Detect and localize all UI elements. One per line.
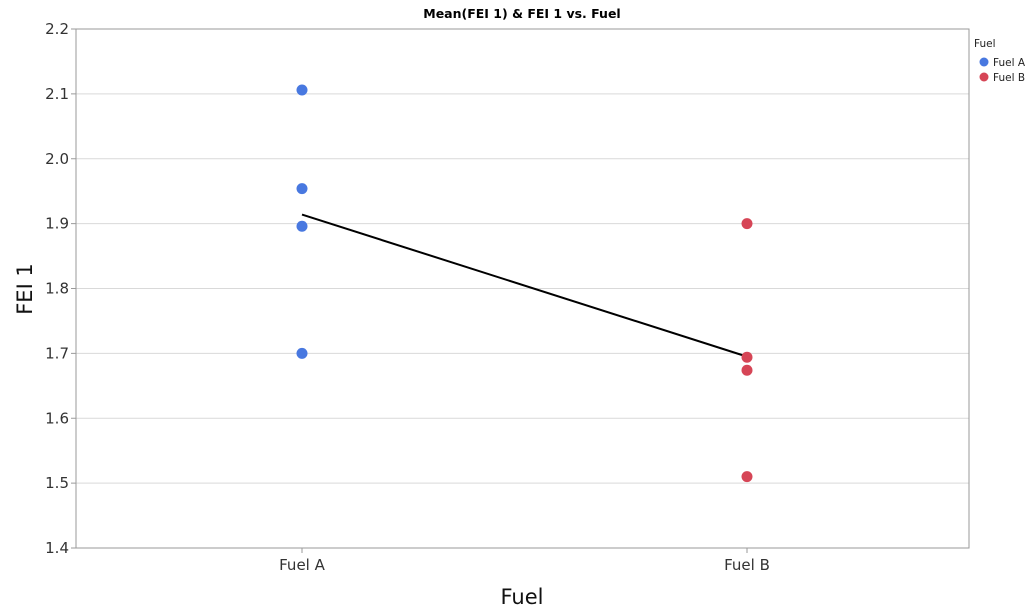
mean-line-layer xyxy=(301,213,748,358)
y-tick-label: 1.4 xyxy=(45,539,69,557)
mean-line xyxy=(301,213,748,358)
y-tick-label: 2.2 xyxy=(45,20,69,38)
legend-label: Fuel B xyxy=(993,72,1025,84)
data-point xyxy=(296,220,308,232)
y-tick-label: 1.6 xyxy=(45,409,69,427)
points-layer xyxy=(296,84,753,483)
data-point xyxy=(741,218,753,230)
y-tick-label: 1.7 xyxy=(45,344,69,362)
data-point xyxy=(741,351,753,363)
legend: Fuel Fuel A Fuel B xyxy=(974,38,1026,84)
x-axis-ticks: Fuel A Fuel B xyxy=(279,548,770,574)
y-tick-label: 2.0 xyxy=(45,150,69,168)
x-axis-label: Fuel xyxy=(501,585,544,609)
legend-title: Fuel xyxy=(974,38,996,50)
legend-items: Fuel A Fuel B xyxy=(979,57,1026,84)
data-point xyxy=(741,364,753,376)
legend-marker xyxy=(979,72,989,82)
x-tick-label: Fuel B xyxy=(724,556,770,574)
y-tick-label: 1.5 xyxy=(45,474,69,492)
legend-label: Fuel A xyxy=(993,57,1026,69)
x-tick-label: Fuel A xyxy=(279,556,325,574)
y-axis-ticks: 1.4 1.5 1.6 1.7 1.8 1.9 2.0 2.1 2.2 xyxy=(45,20,76,557)
data-point xyxy=(296,183,308,195)
y-tick-label: 2.1 xyxy=(45,85,69,103)
chart-title: Mean(FEI 1) & FEI 1 vs. Fuel xyxy=(423,6,620,21)
gridlines xyxy=(76,93,969,484)
data-point xyxy=(741,471,753,483)
y-tick-label: 1.9 xyxy=(45,215,69,233)
y-axis-label: FEI 1 xyxy=(13,263,37,315)
legend-marker xyxy=(979,57,989,67)
data-point xyxy=(296,84,308,96)
data-point xyxy=(296,347,308,359)
y-tick-label: 1.8 xyxy=(45,280,69,298)
